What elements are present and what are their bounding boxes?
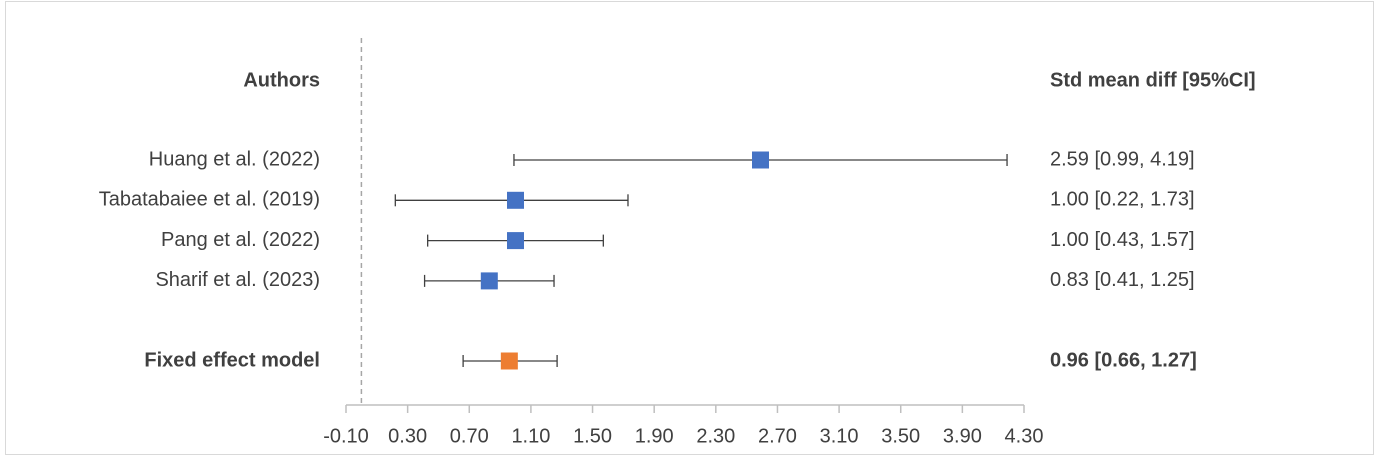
value-label: 0.96 [0.66, 1.27]: [1050, 349, 1197, 371]
x-tick-label: 0.30: [388, 425, 427, 447]
x-tick-label: 3.90: [943, 425, 982, 447]
value-label: 0.83 [0.41, 1.25]: [1050, 269, 1195, 291]
row-label: Sharif et al. (2023): [155, 269, 320, 291]
row-label: Fixed effect model: [144, 349, 320, 371]
point-estimate: [507, 232, 524, 250]
x-tick-label: 3.50: [881, 425, 920, 447]
x-tick-label: 4.30: [1005, 425, 1044, 447]
point-estimate: [480, 272, 498, 290]
point-estimate: [752, 151, 770, 169]
value-label: 2.59 [0.99, 4.19]: [1050, 148, 1195, 170]
value-header: Std mean diff [95%CI]: [1050, 69, 1256, 91]
x-tick-label: 0.70: [450, 425, 489, 447]
label-header: Authors: [243, 69, 320, 91]
value-label: 1.00 [0.22, 1.73]: [1050, 189, 1195, 211]
x-tick-label: 1.90: [635, 425, 674, 447]
x-tick-label: -0.10: [323, 425, 369, 447]
x-tick-label: 2.70: [758, 425, 797, 447]
value-label: 1.00 [0.43, 1.57]: [1050, 229, 1195, 251]
row-label: Huang et al. (2022): [149, 148, 320, 170]
x-tick-label: 3.10: [820, 425, 859, 447]
row-label: Tabatabaiee et al. (2019): [99, 189, 320, 211]
x-tick-label: 1.50: [573, 425, 612, 447]
row-label: Pang et al. (2022): [161, 229, 320, 251]
point-estimate: [500, 352, 518, 370]
point-estimate: [507, 191, 524, 209]
x-tick-label: 2.30: [696, 425, 735, 447]
chart-frame: [5, 1, 1374, 455]
x-tick-label: 1.10: [511, 425, 550, 447]
